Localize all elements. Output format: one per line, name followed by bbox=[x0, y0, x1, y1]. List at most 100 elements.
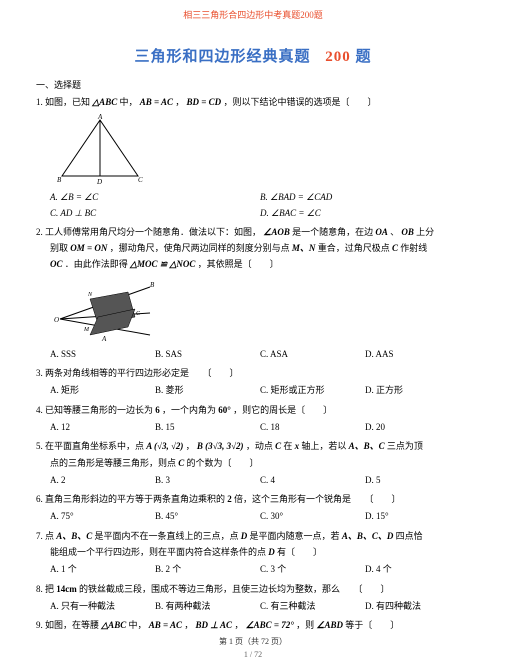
q6-two: 2 bbox=[227, 494, 232, 504]
q8-optB: B. 有两种截法 bbox=[155, 599, 260, 614]
q2-l2a: 别取 bbox=[50, 243, 68, 253]
question-4: 4. 已知等腰三角形的一边长为 6 ，一个内角为 60° ，则它的周长是〔 〕 … bbox=[36, 403, 470, 436]
q7-optA: A. 1 个 bbox=[50, 562, 155, 577]
q5-optB: B. 3 bbox=[155, 473, 260, 488]
q5-stem-e: 三点为顶 bbox=[387, 441, 423, 451]
q4-optB: B. 15 bbox=[155, 420, 260, 435]
title-main: 三角形和四边形经典真题 bbox=[134, 49, 310, 65]
q4-optD: D. 20 bbox=[365, 420, 470, 435]
q1-eq1: AB = AC bbox=[140, 97, 173, 107]
q2-l2d: 作射线 bbox=[400, 243, 427, 253]
section-heading: 一、选择题 bbox=[36, 78, 506, 91]
q4-stem-b: ，一个内角为 bbox=[162, 405, 216, 415]
q2-l1b: 是一个随意角，在边 bbox=[292, 227, 373, 237]
title-suffix: 题 bbox=[356, 49, 372, 65]
q5-stem-a: 5. 在平面直角坐标系中，点 bbox=[36, 441, 144, 451]
q7-optD: D. 4 个 bbox=[365, 562, 470, 577]
question-1: 1. 如图，已知 △ABC 中， AB = AC ， BD = CD ，则以下结… bbox=[36, 95, 470, 221]
svg-text:M: M bbox=[83, 327, 90, 333]
question-8: 8. 把 14cm 的铁丝截成三段，围成不等边三角形，且使三边长均为整数，那么 … bbox=[36, 582, 470, 615]
question-2: 2. 工人师傅常用角尺均分一个随意角．做法以下：如图， ∠AOB 是一个随意角，… bbox=[36, 225, 470, 362]
question-6: 6. 直角三角形斜边的平方等于两条直角边乘积的 2 倍，这个三角形有一个锐角是 … bbox=[36, 492, 470, 525]
q6-stem-a: 6. 直角三角形斜边的平方等于两条直角边乘积的 bbox=[36, 494, 225, 504]
q9-stem-a: 9. 如图，在等腰 bbox=[36, 620, 99, 630]
svg-text:N: N bbox=[87, 292, 93, 298]
q5-optD: D. 5 bbox=[365, 473, 470, 488]
q5-x: x bbox=[295, 441, 300, 451]
q3-optA: A. 矩形 bbox=[50, 383, 155, 398]
q2-c: C bbox=[392, 243, 398, 253]
q2-l1c: 、 bbox=[390, 227, 399, 237]
q6-stem-b: 倍，这个三角形有一个锐角是 〔 〕 bbox=[234, 494, 401, 504]
top-header: 相三三角形合四边形中考真题200题 bbox=[0, 8, 506, 21]
q7-optB: B. 2 个 bbox=[155, 562, 260, 577]
q2-mn: M、N bbox=[292, 243, 316, 253]
q7-stem-c: 是平面内随意一点，若 bbox=[250, 531, 340, 541]
q3-optD: D. 正方形 bbox=[365, 383, 470, 398]
q7-abc: A、B、C bbox=[56, 531, 92, 541]
svg-text:A: A bbox=[101, 335, 107, 343]
q1-eq2: BD = CD bbox=[187, 97, 222, 107]
title-num: 200 bbox=[325, 49, 351, 65]
q9-eq3: ∠ABC = 72° bbox=[246, 620, 294, 630]
q9-sep2: ， bbox=[234, 620, 243, 630]
q5-ptA: A (√3, √2) bbox=[146, 441, 183, 451]
question-9: 9. 如图，在等腰 △ABC 中， AB = AC ， BD ⊥ AC ， ∠A… bbox=[36, 618, 470, 633]
q2-ob: OB bbox=[401, 227, 414, 237]
q5-stem-b: ，动点 bbox=[246, 441, 273, 451]
q7-abcd: A、B、C、D bbox=[342, 531, 394, 541]
q2-l3c: ，其依照是〔 〕 bbox=[198, 259, 279, 269]
q9-stem-c: ，则 bbox=[296, 620, 314, 630]
q8-len: 14cm bbox=[56, 584, 77, 594]
q5-c2: C bbox=[178, 458, 184, 468]
q1-tri: △ABC bbox=[92, 97, 117, 107]
q7-optC: C. 3 个 bbox=[260, 562, 365, 577]
svg-text:D: D bbox=[96, 178, 102, 186]
q2-l3a: OC bbox=[50, 259, 63, 269]
q6-optD: D. 15° bbox=[365, 509, 470, 524]
q2-l2b: ，挪动角尺，使角尺两边同样的刻度分别与点 bbox=[110, 243, 290, 253]
q9-stem-d: 等于〔 〕 bbox=[345, 620, 399, 630]
q2-optA: A. SSS bbox=[50, 347, 155, 362]
q4-v6: 6 bbox=[155, 405, 160, 415]
q5-optA: A. 2 bbox=[50, 473, 155, 488]
q2-optC: C. ASA bbox=[260, 347, 365, 362]
q1-sep: ， bbox=[175, 97, 184, 107]
q1-optC: C. AD ⊥ BC bbox=[50, 206, 260, 221]
q5-stem-c: 在 bbox=[283, 441, 292, 451]
q1-stem-a: 1. 如图，已知 bbox=[36, 97, 90, 107]
svg-text:C: C bbox=[138, 176, 143, 184]
q7-d2: D bbox=[268, 547, 275, 557]
q2-aob: ∠AOB bbox=[263, 227, 290, 237]
q8-optA: A. 只有一种截法 bbox=[50, 599, 155, 614]
page-title: 三角形和四边形经典真题 200 题 bbox=[0, 45, 506, 66]
q9-eq1: AB = AC bbox=[149, 620, 182, 630]
q4-optA: A. 12 bbox=[50, 420, 155, 435]
q2-oa: OA bbox=[375, 227, 388, 237]
q2-eq: OM = ON bbox=[70, 243, 107, 253]
q7-d: D bbox=[241, 531, 248, 541]
q9-tri: △ABC bbox=[101, 620, 126, 630]
q9-sep1: ， bbox=[184, 620, 193, 630]
q6-optB: B. 45° bbox=[155, 509, 260, 524]
q5-optC: C. 4 bbox=[260, 473, 365, 488]
svg-text:O: O bbox=[54, 316, 59, 324]
q2-cong: △MOC ≌ △NOC bbox=[130, 259, 195, 269]
q8-optC: C. 有三种截法 bbox=[260, 599, 365, 614]
top-header-count: 200 bbox=[300, 10, 314, 20]
q7-stem-a: 7. 点 bbox=[36, 531, 54, 541]
q4-deg: 60° bbox=[218, 405, 231, 415]
q5-c: C bbox=[275, 441, 281, 451]
q1-stem-b: 中， bbox=[119, 97, 137, 107]
q4-optC: C. 18 bbox=[260, 420, 365, 435]
q5-l2b: 的个数为〔 〕 bbox=[187, 458, 259, 468]
svg-text:B: B bbox=[57, 176, 62, 184]
q2-figure: O B A N M C bbox=[50, 277, 470, 343]
q9-eq2: BD ⊥ AC bbox=[196, 620, 233, 630]
q3-optC: C. 矩形或正方形 bbox=[260, 383, 365, 398]
top-header-text: 相三三角形合四边形中考真题 bbox=[183, 10, 300, 20]
q2-optB: B. SAS bbox=[155, 347, 260, 362]
svg-text:A: A bbox=[97, 114, 103, 121]
q4-stem-c: ，则它的周长是〔 〕 bbox=[233, 405, 332, 415]
q5-sep1: ， bbox=[186, 441, 195, 451]
